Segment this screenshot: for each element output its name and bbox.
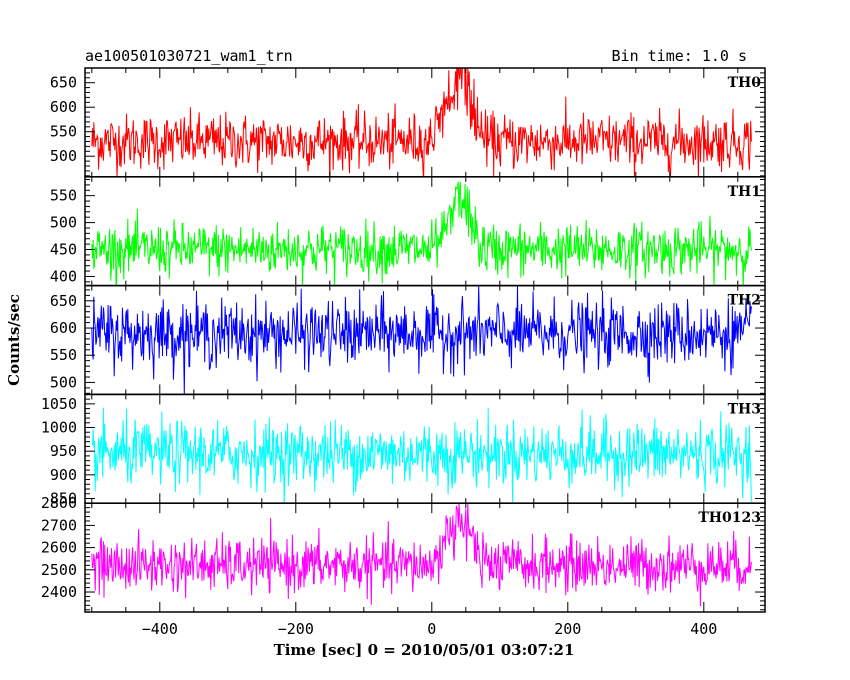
series-line-th2: [91, 285, 752, 395]
y-tick-label: 550: [50, 187, 77, 205]
panel-label: TH0123: [698, 510, 761, 526]
y-tick-label: 450: [50, 241, 77, 259]
panel-label: TH2: [728, 293, 761, 309]
y-tick-label: 500: [50, 147, 77, 165]
panel-frame: [84, 176, 766, 287]
y-tick-label: 550: [50, 123, 77, 141]
series-line-th0123: [91, 503, 752, 607]
panel-th1: TH1 400 450 500 550: [50, 176, 766, 287]
y-tick-label: 500: [50, 373, 77, 391]
y-tick-label: 2700: [41, 516, 77, 534]
y-tick-label: 2600: [41, 539, 77, 557]
panel-th2: TH2 500 550 600 650: [50, 284, 766, 396]
panel-label: TH1: [728, 184, 761, 200]
y-tick-label: 600: [50, 98, 77, 116]
y-tick-label: 600: [50, 319, 77, 337]
x-tick-label: 0: [427, 620, 436, 638]
y-tick-label: 1000: [41, 419, 77, 437]
y-tick-label: 650: [50, 292, 77, 310]
y-tick-label: 500: [50, 214, 77, 232]
chart-title: ae100501030721_wam1_trn: [85, 47, 293, 65]
panel-th0123: TH0123 2400 2500 2600 2700 2800: [41, 494, 766, 613]
y-tick-label: 1050: [41, 395, 77, 413]
x-tick-label: −400: [142, 620, 178, 638]
series-line-th3: [91, 407, 752, 504]
series-line-th0: [91, 68, 752, 177]
panel-frame: [84, 502, 766, 613]
bin-time-label: Bin time: 1.0 s: [612, 47, 747, 65]
x-tick-label: 400: [690, 620, 717, 638]
y-axis-title: Counts/sec: [5, 294, 23, 386]
x-axis-title: Time [sec] 0 = 2010/05/01 03:07:21: [274, 641, 575, 659]
x-tick-label: −200: [278, 620, 314, 638]
y-tick-label: 950: [50, 442, 77, 460]
y-tick-label: 2400: [41, 583, 77, 601]
x-tick-label: 200: [554, 620, 581, 638]
y-tick-label: 850: [50, 489, 77, 507]
series-line-th1: [91, 181, 752, 286]
y-tick-label: 900: [50, 466, 77, 484]
y-tick-label: 2500: [41, 561, 77, 579]
panels-group: TH0 500 550 600 650 TH1 400 450 500 550 TH2 500 550 6…: [41, 67, 766, 638]
y-tick-label: 400: [50, 267, 77, 285]
panel-frame: [84, 67, 766, 178]
y-tick-label: 550: [50, 346, 77, 364]
panel-label: TH3: [728, 401, 761, 417]
y-tick-label: 650: [50, 74, 77, 92]
panel-label: TH0: [728, 75, 762, 91]
y-tick-label: 2800: [41, 494, 77, 512]
panel-th3: TH3 850 900 950 1000 1050: [41, 393, 766, 507]
